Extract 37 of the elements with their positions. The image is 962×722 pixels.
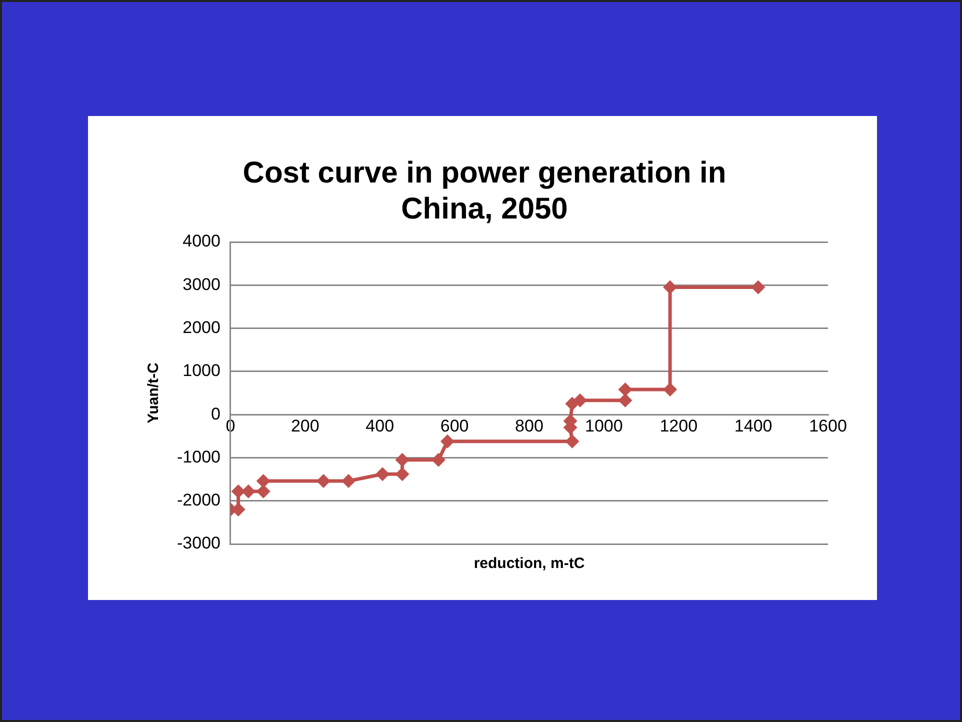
x-tick-label: 1200: [660, 416, 698, 436]
y-tick-label: 4000: [182, 232, 220, 251]
chart-title: Cost curve in power generation in China, 2050: [242, 156, 726, 226]
point: [375, 467, 390, 482]
point: [431, 452, 446, 467]
point: [618, 393, 632, 408]
point: [663, 280, 678, 294]
point: [256, 474, 270, 488]
point: [573, 393, 588, 408]
y-tick-label: -2000: [176, 490, 220, 510]
y-tick-label: -1000: [176, 447, 220, 466]
x-tick-label: 1400: [734, 416, 772, 436]
x-tick-label: 200: [290, 416, 320, 436]
point: [395, 467, 410, 482]
point: [341, 474, 356, 488]
y-tick-label: 0: [211, 404, 220, 424]
x-tick-label: 600: [440, 416, 469, 436]
x-tick-label: 1000: [585, 416, 623, 436]
point: [256, 484, 270, 498]
point: [395, 452, 410, 467]
x-tick-label: 1600: [809, 416, 847, 436]
y-axis-title: Yuan/t-C: [145, 362, 162, 424]
x-tick-label: 400: [366, 416, 394, 436]
point: [618, 382, 632, 397]
point: [241, 484, 256, 498]
point: [231, 484, 246, 498]
point: [565, 434, 580, 448]
point: [440, 434, 454, 448]
y-tick-label: -3000: [176, 534, 220, 553]
y-tick-label: 1000: [182, 361, 220, 380]
x-tick-label: 800: [515, 416, 544, 436]
x-axis-title: reduction, m-tC: [474, 555, 585, 572]
point: [663, 382, 678, 397]
point: [316, 474, 330, 488]
y-tick-label: 2000: [182, 318, 220, 337]
y-tick-label: 3000: [182, 274, 220, 294]
point: [751, 280, 766, 294]
